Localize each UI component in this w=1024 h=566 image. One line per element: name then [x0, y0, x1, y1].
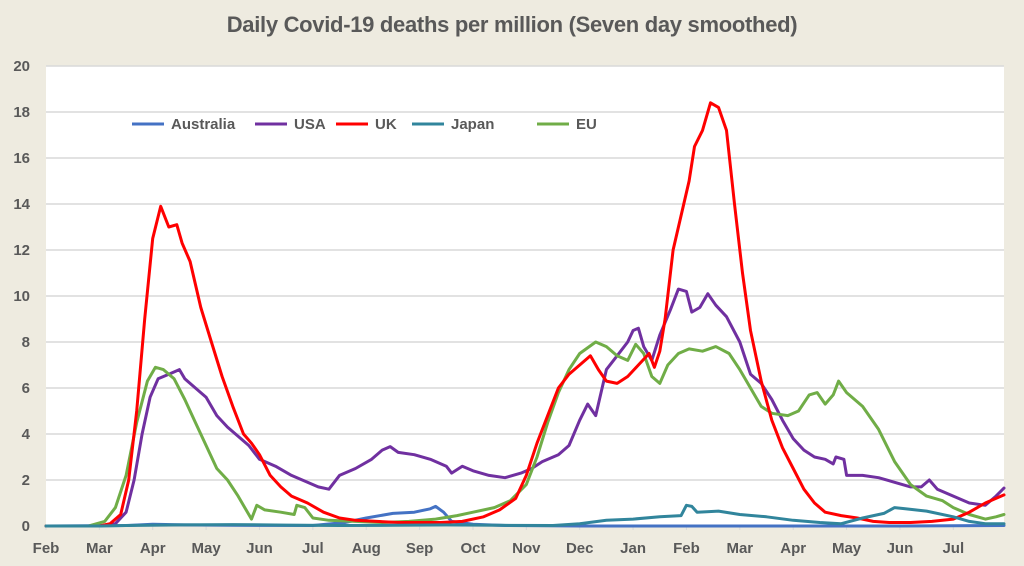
y-tick-label: 4 [22, 426, 31, 443]
x-tick-label: Feb [673, 540, 700, 557]
x-tick-label: Mar [86, 540, 113, 557]
legend-item-australia: Australia [132, 116, 236, 133]
legend-label: EU [576, 116, 597, 133]
legend-label: Australia [171, 116, 236, 133]
legend-item-uk: UK [336, 116, 397, 133]
y-axis: 0 2 4 6 8 10 12 14 16 18 20 [13, 58, 30, 535]
legend-item-japan: Japan [412, 116, 494, 133]
y-tick-label: 2 [22, 472, 30, 489]
y-tick-label: 12 [13, 242, 30, 259]
legend-label: USA [294, 116, 326, 133]
x-tick-label: May [832, 540, 862, 557]
x-tick-label: May [192, 540, 222, 557]
x-tick-label: Sep [406, 540, 434, 557]
legend: Australia USA UK Japan EU [132, 116, 597, 133]
x-tick-label: Jan [620, 540, 646, 557]
x-tick-label: Mar [726, 540, 753, 557]
x-tick-label: Jul [942, 540, 964, 557]
x-tick-label: Dec [566, 540, 594, 557]
x-tick-label: Oct [460, 540, 485, 557]
x-tick-label: Jun [246, 540, 273, 557]
legend-label: UK [375, 116, 397, 133]
legend-item-eu: EU [537, 116, 597, 133]
y-tick-label: 16 [13, 150, 30, 167]
x-axis: Feb Mar Apr May Jun Jul Aug Sep Oct Nov Dec Jan Feb M… [33, 526, 964, 557]
x-tick-label: Jul [302, 540, 324, 557]
y-tick-label: 18 [13, 104, 30, 121]
y-tick-label: 14 [13, 196, 30, 213]
x-tick-label: Feb [33, 540, 60, 557]
x-tick-label: Nov [512, 540, 541, 557]
series-lines [44, 101, 1006, 528]
y-tick-label: 0 [22, 518, 30, 535]
x-tick-label: Aug [352, 540, 381, 557]
legend-label: Japan [451, 116, 494, 133]
y-tick-label: 8 [22, 334, 30, 351]
y-tick-label: 10 [13, 288, 30, 305]
series-line-japan [44, 503, 1006, 528]
y-tick-label: 6 [22, 380, 30, 397]
y-tick-label: 20 [13, 58, 30, 75]
x-tick-label: Jun [887, 540, 914, 557]
x-tick-label: Apr [780, 540, 806, 557]
legend-item-usa: USA [255, 116, 326, 133]
series-line-usa [44, 287, 1006, 528]
series-line-eu [44, 340, 1006, 528]
series-line-uk [44, 101, 1006, 528]
x-tick-label: Apr [140, 540, 166, 557]
chart-title: Daily Covid-19 deaths per million (Seven… [226, 12, 798, 37]
